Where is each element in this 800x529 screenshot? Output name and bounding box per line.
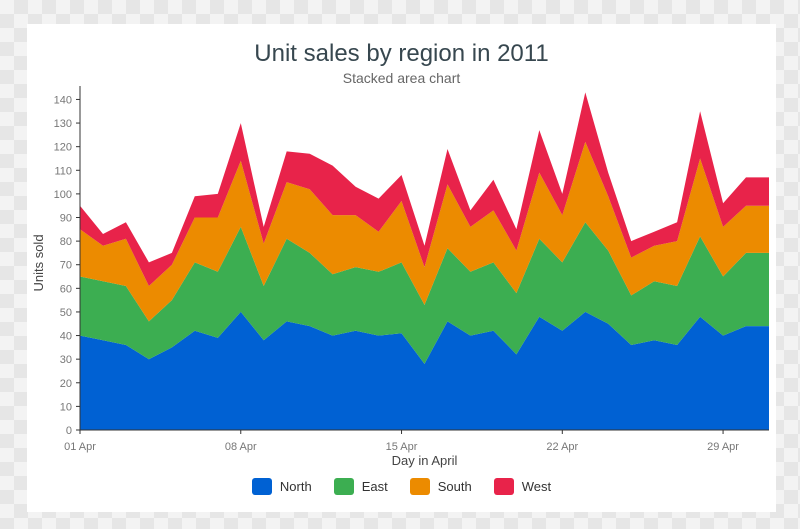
y-tick-label: 80	[60, 236, 72, 248]
y-tick-label: 40	[60, 331, 72, 343]
chart-subtitle: Stacked area chart	[342, 70, 461, 86]
legend-swatch	[251, 477, 272, 495]
y-tick-label: 120	[54, 142, 72, 154]
y-tick-label: 30	[60, 354, 72, 366]
y-tick-label: 60	[60, 283, 72, 295]
legend-item-west[interactable]: West	[493, 477, 552, 495]
legend-swatch	[409, 477, 430, 495]
legend-item-east[interactable]: East	[333, 477, 388, 495]
y-tick-label: 130	[54, 118, 72, 130]
x-tick-label: 22 Apr	[546, 441, 578, 453]
x-axis-title: Day in April	[392, 453, 458, 468]
legend-label: North	[279, 478, 312, 494]
y-tick-label: 0	[66, 425, 72, 437]
y-tick-label: 70	[60, 260, 72, 272]
series-area-north	[80, 311, 769, 430]
y-tick-label: 90	[60, 213, 72, 225]
series-area-south	[80, 141, 769, 322]
legend-label: South	[437, 478, 472, 494]
chart-card: Unit sales by region in 2011 Stacked are…	[27, 24, 776, 512]
y-tick-label: 10	[60, 401, 72, 413]
x-tick-label: 01 Apr	[64, 441, 96, 453]
legend-swatch	[493, 477, 514, 495]
x-tick-label: 15 Apr	[386, 441, 418, 453]
chart-title: Unit sales by region in 2011	[254, 40, 549, 67]
y-tick-label: 50	[60, 307, 72, 319]
y-tick-label: 110	[54, 165, 72, 177]
stacked-area-chart: 0 10 20 30 40 50 60 70 80 90 100 110 120 130 140 01 Apr…	[31, 86, 769, 468]
y-tick-label: 20	[60, 378, 72, 390]
series-area-east	[80, 222, 769, 364]
y-tick-label: 140	[54, 94, 72, 106]
legend-label: East	[361, 478, 388, 494]
chart-legend: North East South West	[27, 476, 776, 496]
legend-label: West	[521, 478, 552, 494]
legend-item-south[interactable]: South	[409, 477, 472, 495]
legend-item-north[interactable]: North	[251, 477, 312, 495]
x-tick-label: 08 Apr	[225, 441, 257, 453]
y-tick-label: 100	[54, 189, 72, 201]
legend-swatch	[333, 477, 354, 495]
x-tick-label: 29 Apr	[707, 441, 739, 453]
series-area-west	[80, 92, 769, 287]
y-axis-title: Units sold	[31, 234, 46, 291]
